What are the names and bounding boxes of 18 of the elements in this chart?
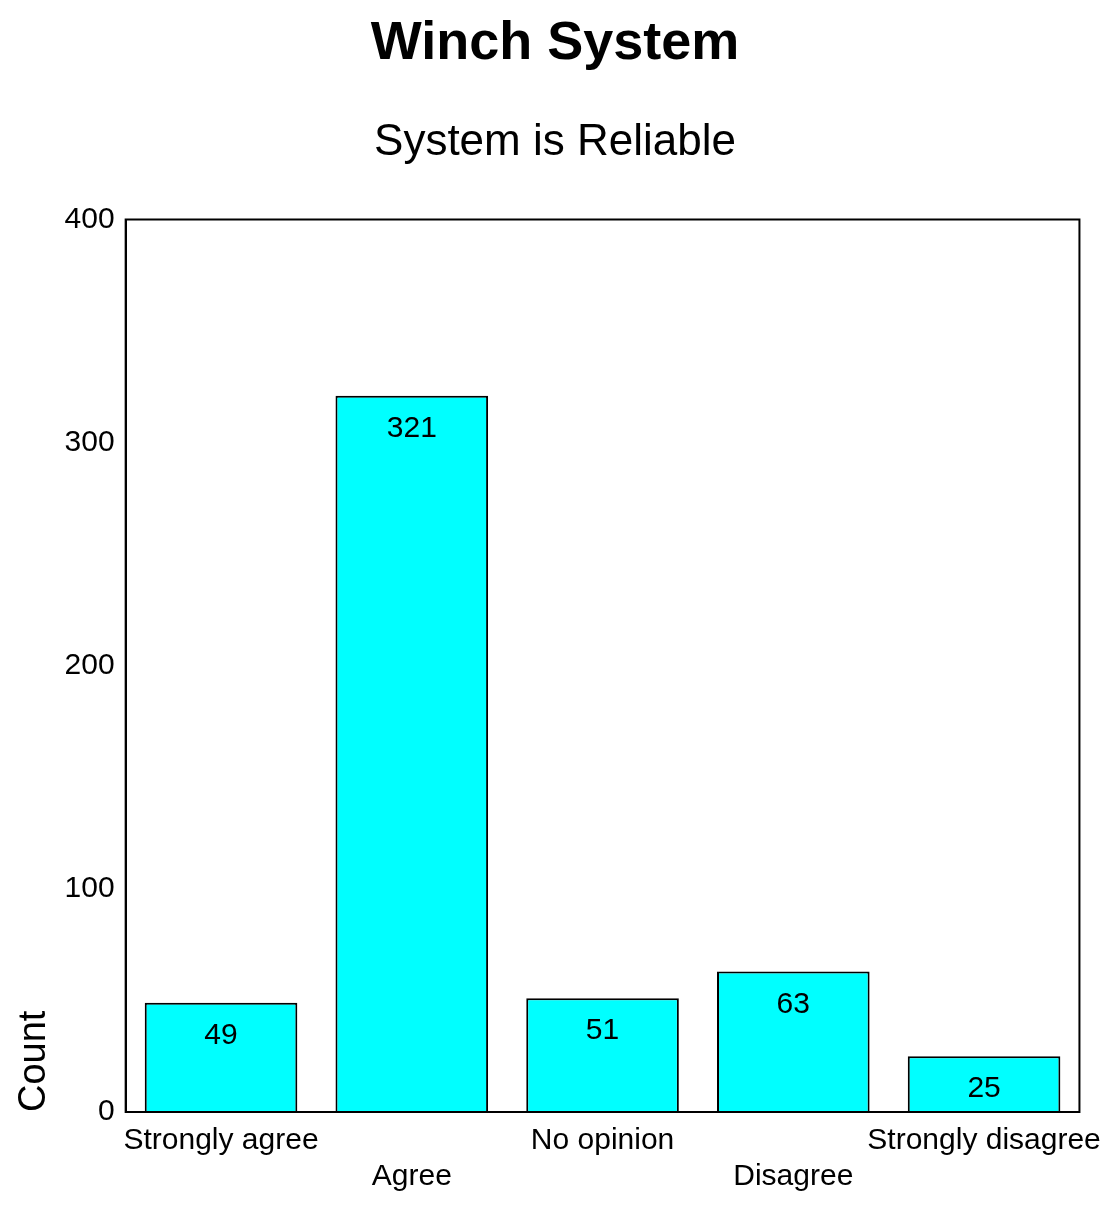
x-tick-label: Strongly disagree	[867, 1122, 1101, 1156]
data-label: 63	[776, 985, 810, 1019]
x-tick-label: No opinion	[530, 1122, 675, 1156]
y-tick-label: 400	[64, 200, 115, 234]
y-tick-label: 0	[97, 1093, 115, 1127]
chart-title: Winch System	[370, 10, 740, 71]
x-tick-label: Agree	[371, 1158, 452, 1192]
x-tick-label: Disagree	[733, 1158, 854, 1192]
chart-subtitle: System is Reliable	[374, 115, 736, 165]
data-label: 25	[967, 1070, 1001, 1104]
y-axis-title: Count	[11, 1010, 54, 1112]
data-label: 51	[585, 1012, 620, 1046]
y-tick-label: 100	[64, 870, 115, 904]
y-tick-label: 200	[64, 647, 115, 681]
x-tick-label: Strongly agree	[123, 1122, 319, 1156]
y-tick-label: 300	[64, 423, 115, 457]
data-label: 49	[204, 1016, 238, 1050]
data-label: 321	[386, 410, 437, 444]
